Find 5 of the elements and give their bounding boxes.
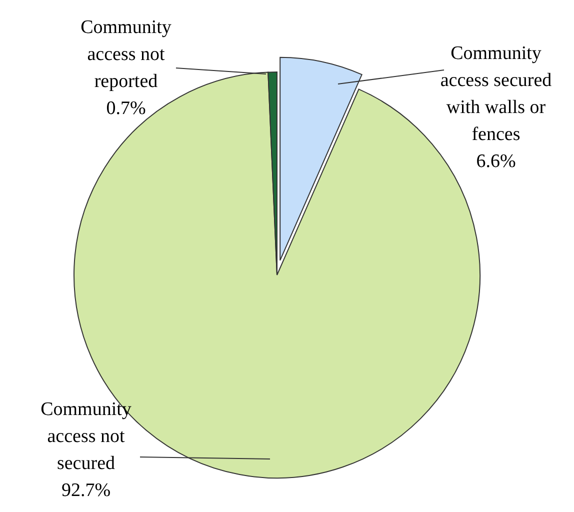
slice-label: Community access not reported	[80, 16, 172, 92]
data-label: 6.6%	[476, 150, 516, 172]
slice-label: Community access secured with walls or fences	[440, 42, 552, 145]
data-label: 0.7%	[106, 98, 146, 119]
data-label: 92.7%	[61, 480, 111, 501]
